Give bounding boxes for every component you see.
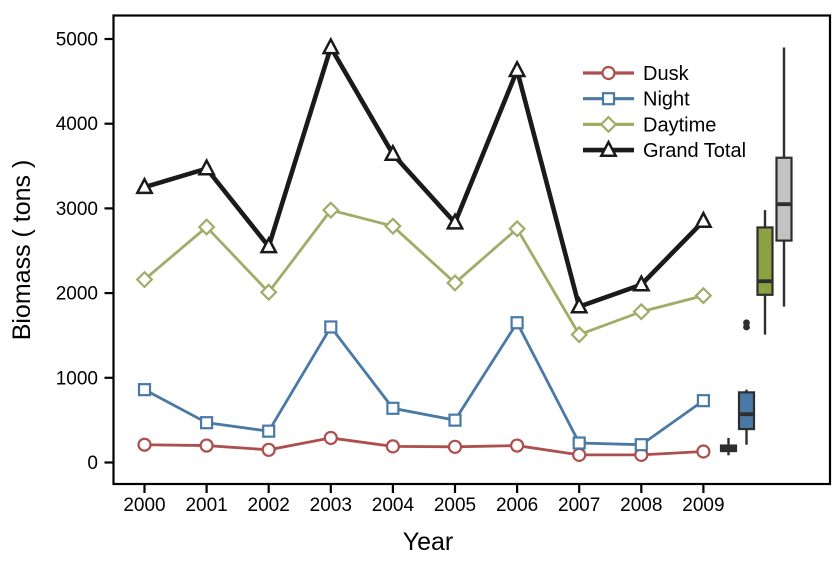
marker-daytime-2007 — [570, 325, 589, 344]
marker-daytime-2006 — [508, 219, 526, 238]
x-tick-label: 2007 — [558, 495, 600, 516]
marker-grand-total-2008 — [632, 273, 651, 292]
boxplot-grand-total — [775, 47, 793, 307]
marker-night-2000 — [137, 383, 152, 397]
series-line-night — [143, 319, 705, 447]
marker-night-2004 — [386, 401, 400, 415]
y-tick-label: 4000 — [56, 114, 98, 135]
marker-grand-total-2007 — [569, 295, 589, 314]
y-tick-label: 2000 — [56, 284, 98, 305]
series-line-daytime — [143, 208, 704, 337]
marker-grand-total-2003 — [321, 36, 341, 55]
marker-dusk-2007 — [572, 447, 587, 462]
legend-label-dusk: Dusk — [643, 63, 690, 85]
marker-grand-total-2002 — [259, 235, 278, 254]
marker-grand-total-2000 — [135, 176, 154, 195]
legend-item-night: Night — [583, 89, 690, 111]
marker-night-2003 — [324, 320, 338, 334]
legend-item-dusk: Dusk — [583, 63, 690, 85]
boxplot-daytime — [756, 210, 774, 335]
marker-dusk-2006 — [509, 438, 525, 453]
y-axis: 0 1000 2000 3000 4000 5000 — [56, 30, 114, 474]
marker-dusk-2005 — [447, 439, 463, 454]
marker-night-2009 — [696, 394, 711, 408]
marker-night-2007 — [572, 436, 586, 450]
legend-marker-dusk — [601, 65, 616, 81]
marker-dusk-2004 — [385, 439, 400, 454]
marker-dusk-2000 — [137, 437, 152, 452]
series-layer — [135, 36, 713, 462]
y-axis-title: Biomass ( tons ) — [8, 160, 36, 341]
y-tick-label: 3000 — [56, 199, 98, 220]
x-tick-label: 2002 — [248, 495, 290, 516]
box — [737, 391, 756, 431]
legend-label-daytime: Daytime — [643, 114, 716, 136]
series-grand-total — [135, 36, 713, 314]
box — [756, 226, 774, 296]
legend-marker-daytime — [599, 115, 618, 134]
boxplot-dusk — [719, 437, 738, 456]
marker-dusk-2003 — [323, 430, 338, 446]
marker-daytime-2002 — [259, 283, 278, 302]
marker-daytime-2009 — [694, 286, 713, 305]
x-axis: 2000 2001 2002 2003 2004 2005 2006 2007 2008 2009 — [123, 484, 725, 516]
x-tick-label: 2003 — [310, 495, 352, 516]
legend-label-night: Night — [643, 89, 690, 111]
marker-grand-total-2001 — [197, 157, 216, 176]
marker-night-2005 — [448, 413, 462, 427]
series-line-dusk — [144, 436, 704, 457]
series-night — [137, 316, 711, 452]
plot-border — [112, 14, 832, 486]
outlier-point — [743, 319, 750, 327]
series-line-grand-total — [143, 41, 706, 310]
box — [775, 156, 793, 242]
marker-night-2006 — [510, 316, 524, 330]
marker-dusk-2002 — [261, 442, 276, 457]
marker-daytime-2003 — [321, 201, 340, 219]
legend-marker-grand-total — [599, 139, 618, 157]
y-tick-label: 0 — [87, 453, 98, 474]
legend: Dusk Night Daytime Grand Total — [583, 63, 746, 162]
series-daytime — [135, 201, 713, 344]
marker-daytime-2004 — [384, 217, 402, 236]
marker-grand-total-2009 — [694, 210, 713, 228]
x-tick-label: 2005 — [434, 495, 476, 516]
boxplot-layer — [719, 47, 793, 456]
marker-daytime-2001 — [197, 218, 216, 236]
legend-label-grand-total: Grand Total — [643, 140, 746, 162]
series-dusk — [137, 430, 711, 462]
marker-night-2001 — [200, 416, 214, 430]
x-tick-label: 2008 — [620, 495, 662, 516]
marker-night-2002 — [262, 424, 276, 438]
marker-grand-total-2004 — [383, 143, 403, 162]
marker-daytime-2008 — [632, 302, 651, 321]
legend-item-daytime: Daytime — [583, 114, 716, 136]
marker-night-2008 — [634, 438, 648, 452]
legend-marker-night — [601, 92, 616, 106]
marker-grand-total-2005 — [445, 212, 465, 230]
y-tick-label: 1000 — [56, 368, 98, 389]
legend-item-grand-total: Grand Total — [583, 139, 746, 162]
marker-daytime-2000 — [135, 270, 154, 289]
boxplot-night — [737, 319, 756, 445]
marker-daytime-2005 — [446, 274, 464, 292]
x-tick-label: 2006 — [496, 495, 538, 516]
x-tick-label: 2009 — [682, 495, 724, 516]
marker-grand-total-2006 — [507, 59, 527, 78]
x-axis-title: Year — [403, 528, 454, 556]
x-tick-label: 2001 — [185, 495, 227, 516]
x-tick-label: 2000 — [123, 495, 165, 516]
marker-dusk-2009 — [696, 444, 711, 459]
marker-dusk-2001 — [199, 438, 214, 453]
x-tick-label: 2004 — [372, 495, 415, 516]
y-tick-label: 5000 — [56, 30, 98, 51]
